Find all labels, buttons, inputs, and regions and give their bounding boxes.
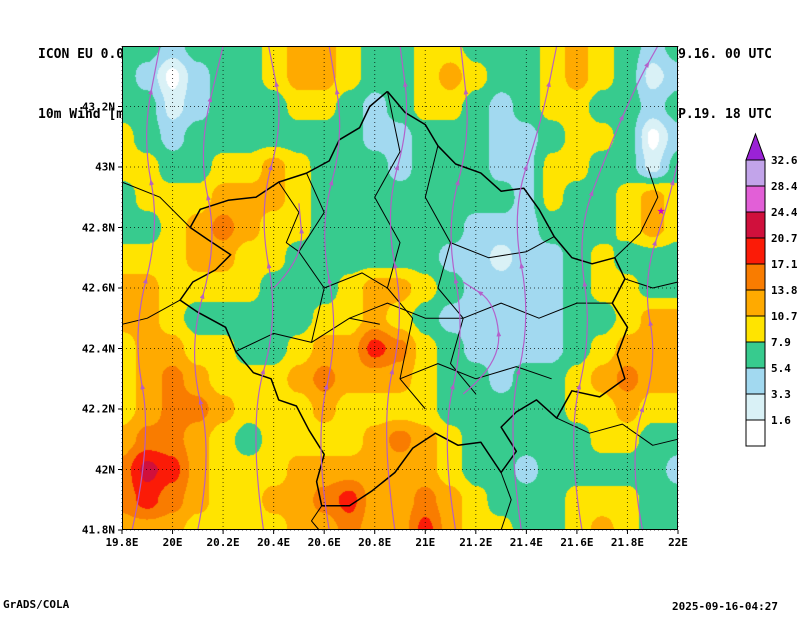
colorbar-segment bbox=[745, 289, 766, 317]
x-tick-label: 21.8E bbox=[610, 536, 645, 549]
colorbar-segment bbox=[745, 393, 766, 421]
x-tick-label: 20.8E bbox=[358, 536, 392, 549]
colorbar-segment bbox=[745, 419, 766, 447]
y-tick-label: 43.2N bbox=[81, 100, 115, 113]
y-tick-label: 42.4N bbox=[81, 342, 115, 355]
x-tick-label: 20.4E bbox=[257, 536, 291, 549]
y-tick-label: 43N bbox=[95, 160, 115, 174]
colorbar-label: 3.3 bbox=[771, 388, 791, 401]
colorbar-label: 13.8 bbox=[771, 284, 798, 297]
x-tick-label: 21.4E bbox=[509, 536, 543, 549]
colorbar-label: 24.4 bbox=[771, 206, 798, 219]
x-tick-label: 21.2E bbox=[459, 536, 493, 549]
colorbar-label: 10.7 bbox=[771, 310, 798, 323]
colorbar-label: 7.9 bbox=[771, 336, 791, 349]
colorbar-segment bbox=[745, 315, 766, 343]
colorbar-segment bbox=[745, 367, 766, 395]
colorbar-segment bbox=[745, 185, 766, 213]
colorbar-segment bbox=[745, 237, 766, 265]
colorbar-segment bbox=[745, 211, 766, 239]
colorbar-label: 5.4 bbox=[771, 362, 791, 375]
colorbar-label: 20.7 bbox=[771, 232, 798, 245]
y-tick-label: 42N bbox=[95, 463, 115, 476]
colorbar-label: 1.6 bbox=[771, 414, 791, 427]
x-tick-label: 19.8E bbox=[105, 536, 139, 549]
x-tick-label: 20E bbox=[162, 536, 183, 549]
x-tick-label: 20.6E bbox=[307, 536, 341, 549]
colorbar-segment bbox=[745, 263, 766, 291]
wind-speed-shaded-field bbox=[122, 46, 678, 530]
y-tick-label: 41.8N bbox=[81, 523, 115, 537]
y-tick-label: 42.8N bbox=[81, 221, 115, 234]
y-tick-label: 42.2N bbox=[81, 402, 115, 416]
colorbar-label: 17.1 bbox=[771, 258, 798, 271]
grads-credit: GrADS/COLA bbox=[3, 598, 70, 611]
colorbar-label: 28.4 bbox=[771, 180, 798, 193]
colorbar-segment bbox=[745, 341, 766, 369]
colorbar-label: 32.6 bbox=[771, 154, 798, 167]
creation-timestamp: 2025-09-16-04:27 bbox=[672, 600, 778, 613]
x-tick-label: 22E bbox=[668, 536, 688, 549]
x-tick-label: 21.6E bbox=[560, 536, 594, 549]
y-tick-label: 42.6N bbox=[81, 281, 115, 295]
x-tick-label: 21E bbox=[415, 536, 436, 549]
x-tick-label: 20.2E bbox=[206, 536, 240, 549]
